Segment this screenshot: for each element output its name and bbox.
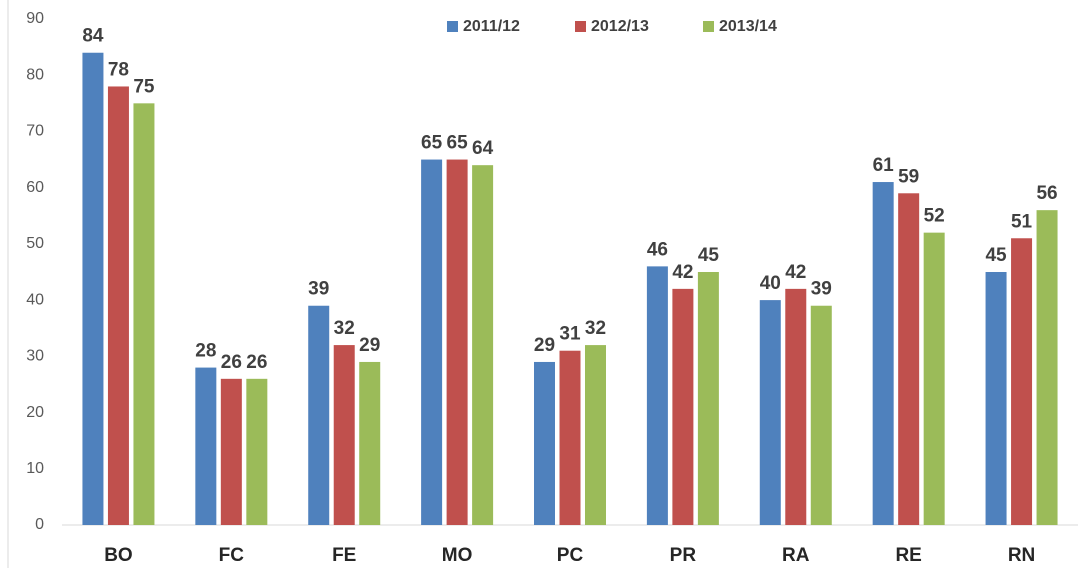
value-label: 29 xyxy=(534,335,555,356)
value-label: 28 xyxy=(195,341,216,362)
bar xyxy=(759,300,781,525)
bar xyxy=(697,272,719,525)
value-label: 39 xyxy=(308,279,329,300)
bar xyxy=(559,350,581,525)
x-tick-label: PR xyxy=(670,545,697,566)
y-tick-label: 10 xyxy=(26,460,44,477)
y-tick-label: 90 xyxy=(26,10,44,27)
value-label: 40 xyxy=(760,273,781,294)
value-label: 51 xyxy=(1011,211,1033,232)
y-tick-label: 0 xyxy=(35,516,44,533)
bar xyxy=(107,86,129,525)
value-label: 29 xyxy=(359,335,380,356)
value-label: 65 xyxy=(447,133,469,154)
bar xyxy=(133,103,155,525)
value-label: 64 xyxy=(472,138,494,159)
value-label: 26 xyxy=(221,352,242,373)
value-label: 84 xyxy=(82,26,104,47)
x-tick-label: FC xyxy=(219,545,245,566)
legend-label: 2012/13 xyxy=(591,18,649,35)
bar xyxy=(785,288,807,525)
value-label: 78 xyxy=(108,59,129,80)
value-label: 45 xyxy=(985,245,1007,266)
bar xyxy=(872,182,894,526)
value-label: 56 xyxy=(1036,183,1057,204)
bar xyxy=(220,378,242,525)
bar xyxy=(472,165,494,525)
value-label: 26 xyxy=(246,352,267,373)
value-label: 32 xyxy=(334,318,355,339)
value-label: 52 xyxy=(924,206,945,227)
legend-label: 2013/14 xyxy=(719,18,777,35)
bar xyxy=(308,305,330,525)
y-tick-label: 50 xyxy=(26,235,44,252)
value-label: 39 xyxy=(811,279,832,300)
bar xyxy=(898,193,920,526)
value-label: 31 xyxy=(559,324,581,345)
y-tick-label: 30 xyxy=(26,348,44,365)
y-tick-label: 80 xyxy=(26,66,44,83)
y-tick-label: 40 xyxy=(26,291,44,308)
x-tick-label: FE xyxy=(332,545,356,566)
legend-swatch xyxy=(575,21,586,32)
y-tick-label: 20 xyxy=(26,404,44,421)
value-label: 42 xyxy=(672,262,693,283)
value-label: 65 xyxy=(421,133,443,154)
y-tick-label: 60 xyxy=(26,179,44,196)
bar xyxy=(985,272,1007,525)
bar xyxy=(534,361,555,525)
x-tick-label: RE xyxy=(895,545,921,566)
bar xyxy=(359,361,381,525)
bar xyxy=(923,232,945,525)
legend-swatch xyxy=(703,21,714,32)
value-label: 42 xyxy=(785,262,806,283)
bar xyxy=(195,367,217,525)
legend-swatch xyxy=(447,21,458,32)
bar xyxy=(1036,210,1058,525)
value-label: 59 xyxy=(898,166,919,187)
value-label: 45 xyxy=(698,245,720,266)
x-tick-label: RA xyxy=(782,545,810,566)
bar xyxy=(82,52,104,525)
x-tick-label: RN xyxy=(1008,545,1035,566)
x-tick-label: MO xyxy=(442,545,473,566)
bar xyxy=(446,159,468,526)
bar xyxy=(585,345,606,525)
bar xyxy=(1011,238,1033,525)
bar xyxy=(810,305,832,525)
x-tick-label: PC xyxy=(557,545,584,566)
bar xyxy=(646,266,668,525)
x-tick-label: BO xyxy=(104,545,133,566)
value-label: 75 xyxy=(133,76,155,97)
value-label: 32 xyxy=(585,318,606,339)
value-label: 61 xyxy=(873,155,895,176)
y-tick-label: 70 xyxy=(26,123,44,140)
bar xyxy=(246,378,268,525)
value-label: 46 xyxy=(647,239,668,260)
bar xyxy=(421,159,443,526)
bar xyxy=(333,345,355,525)
bar xyxy=(672,288,694,525)
legend-label: 2011/12 xyxy=(463,18,520,35)
